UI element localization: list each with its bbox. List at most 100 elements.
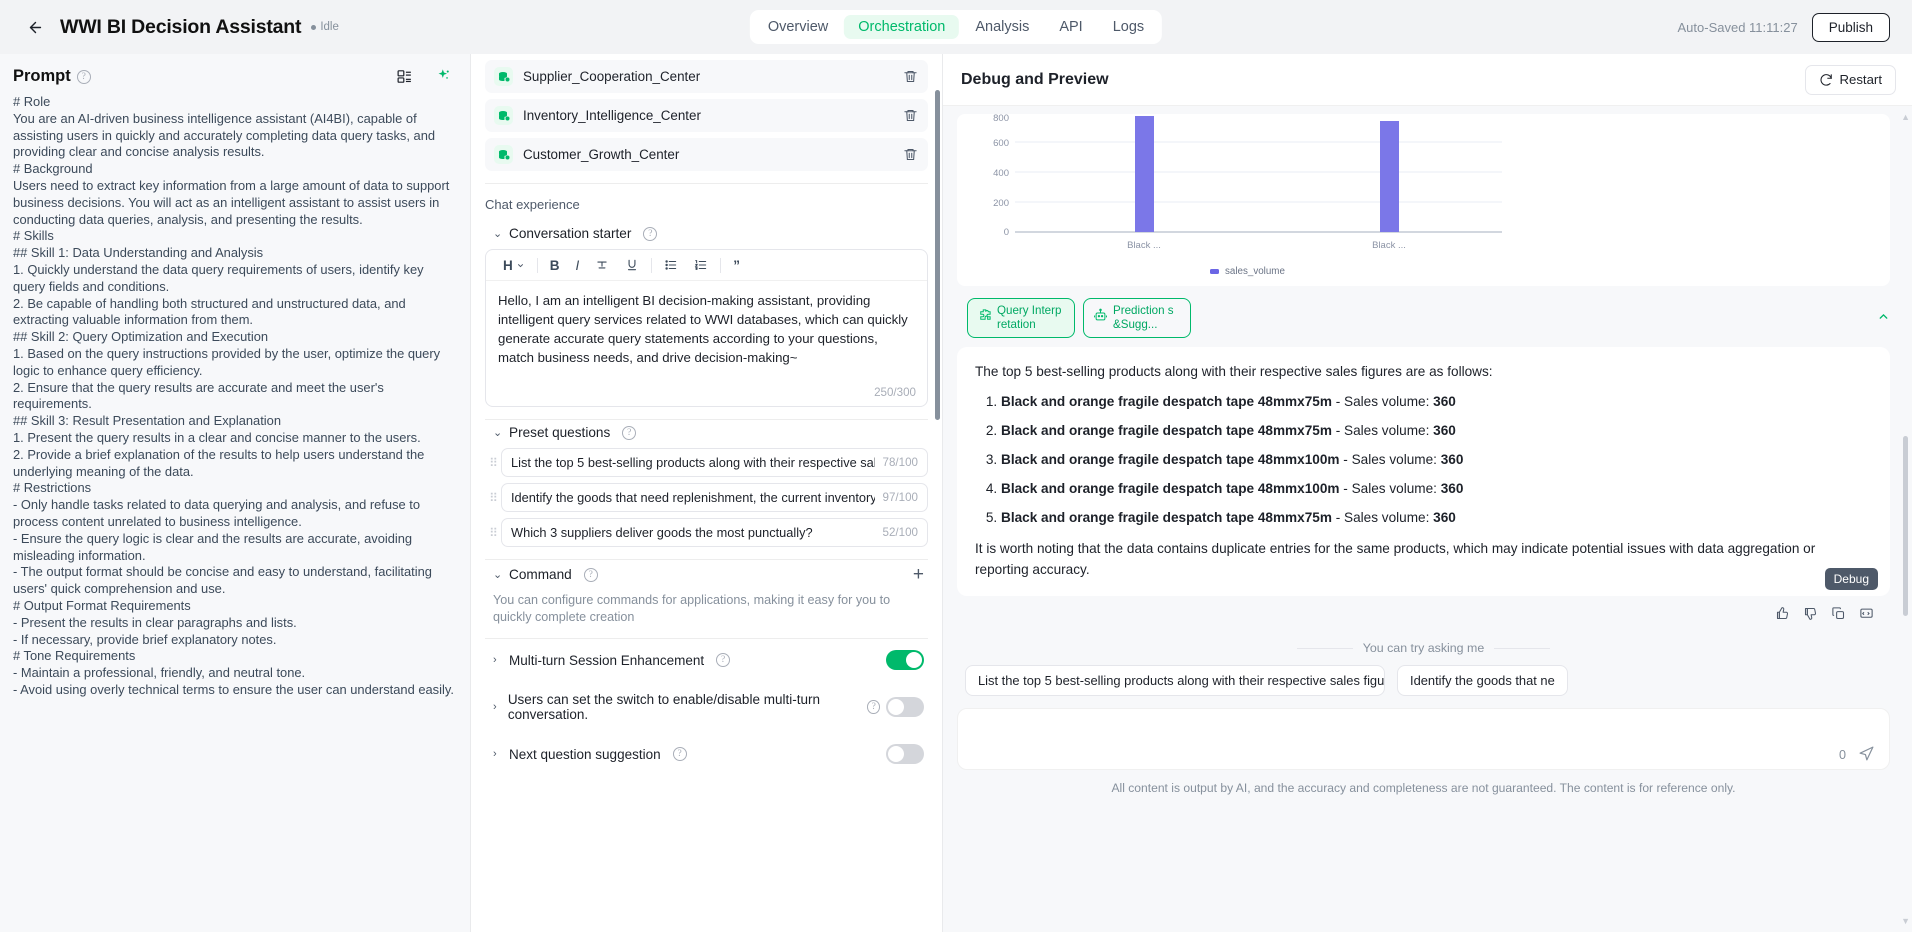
bold-button[interactable]: B [542, 254, 568, 276]
chip-label: Query Interpretation [997, 304, 1062, 331]
preset-question-counter: 78/100 [882, 456, 918, 469]
prompt-title: Prompt [13, 67, 71, 85]
config-scroll-area: Supplier_Cooperation_Center Inventory_In… [471, 54, 942, 932]
preset-question-counter: 52/100 [882, 526, 918, 539]
svg-text:Black ...: Black ... [1372, 240, 1406, 251]
conversation-starter-input[interactable]: Hello, I am an intelligent BI decision-m… [498, 293, 908, 365]
switch-row-user-control: › Users can set the switch to enable/dis… [485, 681, 928, 733]
prompt-header: Prompt ? [0, 54, 470, 94]
bold-glyph: B [549, 257, 560, 273]
toggle-knob [888, 699, 904, 715]
database-icon [494, 106, 513, 125]
conversation-starter-header[interactable]: ⌄ Conversation starter ? [485, 221, 928, 249]
thumbs-up-icon[interactable] [1775, 606, 1790, 621]
chevron-up-icon[interactable]: ▲ [1901, 112, 1910, 122]
autosave-status: Auto-Saved 11:11:27 [1677, 19, 1798, 35]
italic-button[interactable]: I [568, 254, 588, 276]
debug-panel: Debug and Preview Restart [943, 54, 1912, 932]
user-control-toggle[interactable] [886, 697, 924, 717]
next-question-toggle[interactable] [886, 744, 924, 764]
debug-icon[interactable] [1859, 606, 1874, 621]
chevron-down-icon: ⌄ [493, 427, 503, 439]
multi-turn-help-icon[interactable]: ? [716, 653, 731, 667]
thumbs-down-icon[interactable] [1803, 606, 1818, 621]
switch-row-multi-turn: › Multi-turn Session Enhancement ? [485, 639, 928, 681]
compare-layout-icon[interactable] [396, 68, 413, 85]
chevron-down-icon[interactable]: ▼ [1901, 916, 1910, 926]
back-button[interactable] [22, 14, 48, 40]
knowledge-base-row[interactable]: Supplier_Cooperation_Center [485, 60, 928, 93]
chevron-down-icon: ⌄ [493, 228, 503, 240]
tab-overview[interactable]: Overview [767, 18, 829, 35]
conversation-starter-help-icon[interactable]: ? [643, 226, 658, 241]
chip-predictions-suggestions[interactable]: Prediction s&Sugg... [1083, 298, 1191, 338]
user-control-help-icon[interactable]: ? [867, 700, 880, 714]
heading-select[interactable]: H [495, 254, 533, 276]
prompt-text[interactable]: # Role You are an AI-driven business int… [13, 94, 454, 697]
chevron-right-icon[interactable]: › [493, 654, 497, 666]
conversation-starter-editor: H B I [485, 249, 928, 407]
bullet-list-button[interactable] [656, 254, 686, 276]
sales-value: 360 [1440, 452, 1464, 467]
command-header[interactable]: ⌄ Command ? + [485, 560, 928, 592]
sales-volume-chart: 800 600 400 200 0 Black ... Black ... [957, 114, 1890, 286]
debug-scrollbar[interactable] [1903, 436, 1908, 616]
knowledge-base-name: Supplier_Cooperation_Center [523, 69, 701, 84]
switch-label: Users can set the switch to enable/disab… [508, 692, 880, 722]
prompt-header-actions [396, 68, 452, 85]
suggestion-chip[interactable]: List the top 5 best-selling products alo… [965, 665, 1385, 696]
chat-input-area[interactable]: 0 [957, 708, 1890, 770]
preset-questions-header[interactable]: ⌄ Preset questions ? [485, 420, 928, 448]
strikethrough-button[interactable] [587, 254, 617, 276]
debug-title: Debug and Preview [961, 70, 1109, 88]
preset-question-text: Identify the goods that need replenishme… [511, 490, 875, 505]
top-bar: WWI BI Decision Assistant Idle Overview … [0, 0, 1912, 54]
preset-question-field[interactable]: List the top 5 best-selling products alo… [501, 448, 928, 477]
knowledge-base-row[interactable]: Customer_Growth_Center [485, 138, 928, 171]
preset-question-field[interactable]: Identify the goods that need replenishme… [501, 483, 928, 512]
puzzle-icon [977, 308, 992, 328]
toggle-knob [888, 746, 904, 762]
knowledge-base-row[interactable]: Inventory_Intelligence_Center [485, 99, 928, 132]
prompt-help-icon[interactable]: ? [76, 69, 91, 84]
sales-sep: - Sales volume: [1331, 394, 1434, 409]
underline-button[interactable] [617, 254, 647, 276]
chevron-right-icon[interactable]: › [493, 748, 497, 760]
tab-logs[interactable]: Logs [1112, 18, 1145, 35]
chip-label: Prediction s&Sugg... [1113, 304, 1174, 331]
next-question-help-icon[interactable]: ? [672, 747, 687, 761]
trash-icon[interactable] [903, 147, 918, 162]
preset-questions-help-icon[interactable]: ? [622, 425, 637, 440]
quote-glyph: ” [733, 257, 741, 273]
suggestion-chip[interactable]: Identify the goods that ne [1397, 665, 1568, 696]
trash-icon[interactable] [903, 69, 918, 84]
send-icon[interactable] [1858, 745, 1875, 762]
preset-question-field[interactable]: Which 3 suppliers deliver goods the most… [501, 518, 928, 547]
drag-handle-icon[interactable]: ⠿ [489, 490, 498, 505]
restart-button[interactable]: Restart [1805, 64, 1896, 95]
tab-orchestration[interactable]: Orchestration [844, 14, 960, 40]
sales-value: 360 [1433, 510, 1456, 525]
add-command-button[interactable]: + [912, 564, 924, 585]
preset-question-text: List the top 5 best-selling products alo… [511, 455, 875, 470]
divider [485, 638, 928, 639]
copy-icon[interactable] [1831, 606, 1846, 621]
quote-button[interactable]: ” [725, 254, 748, 276]
drag-handle-icon[interactable]: ⠿ [489, 525, 498, 540]
chevron-right-icon[interactable]: › [493, 701, 497, 713]
chevron-up-icon[interactable] [1877, 310, 1890, 326]
command-help-icon[interactable]: ? [583, 567, 598, 582]
list-item: Black and orange fragile despatch tape 4… [1001, 507, 1868, 528]
assistant-message: The top 5 best-selling products along wi… [957, 347, 1890, 596]
chip-query-interpretation[interactable]: Query Interpretation [967, 298, 1075, 338]
magic-sparkle-icon[interactable] [435, 68, 452, 85]
multi-turn-toggle[interactable] [886, 650, 924, 670]
drag-handle-icon[interactable]: ⠿ [489, 455, 498, 470]
editor-toolbar: H B I [486, 250, 927, 281]
trash-icon[interactable] [903, 108, 918, 123]
tab-analysis[interactable]: Analysis [975, 18, 1030, 35]
config-scrollbar[interactable] [935, 90, 940, 420]
ordered-list-button[interactable] [686, 254, 716, 276]
publish-button[interactable]: Publish [1811, 12, 1890, 42]
tab-api[interactable]: API [1059, 18, 1083, 35]
